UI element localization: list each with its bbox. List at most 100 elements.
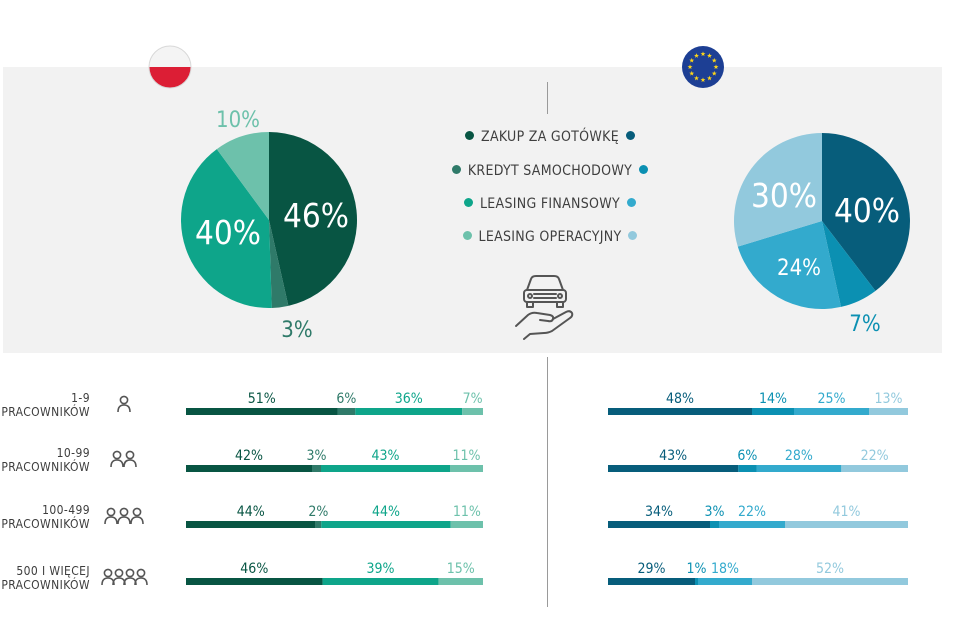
bar-segment	[186, 465, 312, 472]
legend-dot-poland	[463, 198, 473, 207]
bar-segment	[438, 578, 483, 585]
bar-segment	[841, 465, 908, 472]
bar-segment	[312, 465, 321, 472]
bar-value-label: 48%	[666, 391, 694, 407]
bar-segment	[315, 521, 322, 528]
bar-value-label: 1%	[687, 561, 707, 577]
bar-segment	[462, 408, 483, 415]
legend-dot-eu	[639, 165, 649, 174]
divider-line-bottom	[547, 357, 548, 607]
bar-segment	[695, 578, 698, 585]
eu-star-icon	[689, 70, 695, 76]
size-label: 1-9 PRACOWNIKÓW	[0, 391, 90, 419]
bar-value-label: 44%	[237, 504, 265, 520]
pie-slice	[216, 132, 269, 220]
bar-segment	[337, 408, 356, 415]
size-label-line1: 100-499	[42, 503, 90, 517]
legend-dot-poland	[465, 131, 475, 140]
bar-segment	[450, 521, 483, 528]
bar-value-label: 39%	[367, 561, 395, 577]
bar-segment	[608, 465, 739, 472]
bar-value-label: 14%	[759, 391, 787, 407]
bar-value-label: 22%	[738, 504, 766, 520]
bar-value-label: 51%	[248, 391, 276, 407]
pie-slice	[269, 132, 358, 306]
bar-value-label: 25%	[818, 391, 846, 407]
bar-value-label: 29%	[638, 561, 666, 577]
bar-segment	[752, 578, 908, 585]
pie-slice-label: 30%	[751, 176, 817, 215]
pie-slice-label: 24%	[777, 256, 821, 281]
bar-segment	[355, 408, 463, 415]
size-label-line2: PRACOWNIKÓW	[1, 517, 90, 531]
bar-value-label: 34%	[645, 504, 673, 520]
size-label: 500 I WIĘCEJ PRACOWNIKÓW	[0, 564, 90, 592]
pie-chart-poland: 46% 3% 40% 10%	[180, 108, 358, 343]
bar-value-label: 11%	[453, 448, 481, 464]
size-label-line1: 1-9	[71, 391, 90, 405]
eu-star-icon	[713, 64, 719, 70]
person-icon	[104, 507, 118, 525]
bar-value-label: 42%	[235, 448, 263, 464]
bar-value-label: 22%	[861, 448, 889, 464]
pie-slice-label: 10%	[216, 108, 260, 133]
pie-slice-label: 46%	[283, 196, 349, 235]
bar-value-label: 41%	[833, 504, 861, 520]
person-icon	[117, 507, 131, 525]
bar-value-label: 46%	[240, 561, 268, 577]
bar-segment	[756, 465, 842, 472]
bar-value-label: 52%	[816, 561, 844, 577]
legend-item: LEASING FINANSOWY	[440, 196, 660, 212]
legend-dot-eu	[625, 131, 635, 140]
bar-value-label: 3%	[307, 448, 327, 464]
eu-star-icon	[700, 77, 706, 83]
size-label-line2: PRACOWNIKÓW	[1, 460, 90, 474]
person-icon	[110, 450, 124, 468]
people-icons	[101, 395, 148, 586]
divider-line-top	[547, 82, 548, 114]
eu-star-icon	[700, 51, 706, 57]
person-icon	[117, 395, 131, 413]
legend-dot-poland	[451, 165, 461, 174]
person-icon	[123, 450, 137, 468]
bar-value-label: 11%	[453, 504, 481, 520]
bar-segment	[321, 465, 450, 472]
bar-value-label: 3%	[705, 504, 725, 520]
pie-slice	[269, 220, 289, 308]
eu-star-icon	[711, 70, 717, 76]
legend-item: KREDYT SAMOCHODOWY	[440, 163, 660, 179]
bar-value-label: 18%	[711, 561, 739, 577]
bar-segment	[608, 578, 695, 585]
bar-value-label: 43%	[372, 448, 400, 464]
legend-item: LEASING OPERACYJNY	[440, 229, 660, 245]
bar-segment	[608, 408, 752, 415]
eu-star-icon	[707, 75, 712, 81]
pie-slice-label: 40%	[195, 213, 261, 252]
eu-star-icon	[694, 75, 699, 81]
eu-flag-icon	[682, 46, 724, 88]
bar-value-label: 44%	[372, 504, 400, 520]
bar-segment	[322, 578, 439, 585]
pie-slice-label: 3%	[281, 318, 312, 343]
pie-slice-label: 7%	[849, 312, 880, 337]
bar-value-label: 6%	[336, 391, 356, 407]
bar-value-label: 43%	[659, 448, 687, 464]
size-label: 100-499 PRACOWNIKÓW	[0, 503, 90, 531]
bar-value-label: 7%	[463, 391, 483, 407]
poland-flag-icon	[148, 45, 192, 89]
size-label-line1: 500 I WIĘCEJ	[16, 564, 90, 578]
pie-slice	[737, 221, 842, 309]
car-on-hand-icon	[515, 275, 574, 340]
size-label-line2: PRACOWNIKÓW	[1, 578, 90, 592]
size-label-line2: PRACOWNIKÓW	[1, 405, 90, 419]
legend-dot-eu	[627, 198, 637, 207]
eu-star-icon	[707, 53, 712, 58]
legend-dot-eu	[628, 231, 638, 240]
bar-value-label: 36%	[395, 391, 423, 407]
bar-segment	[608, 521, 710, 528]
pie-chart-eu: 40% 7% 24% 30%	[733, 133, 910, 337]
legend-label: ZAKUP ZA GOTÓWKĘ	[481, 129, 619, 145]
legend-dot-poland	[462, 231, 472, 240]
pie-slice	[822, 133, 910, 291]
